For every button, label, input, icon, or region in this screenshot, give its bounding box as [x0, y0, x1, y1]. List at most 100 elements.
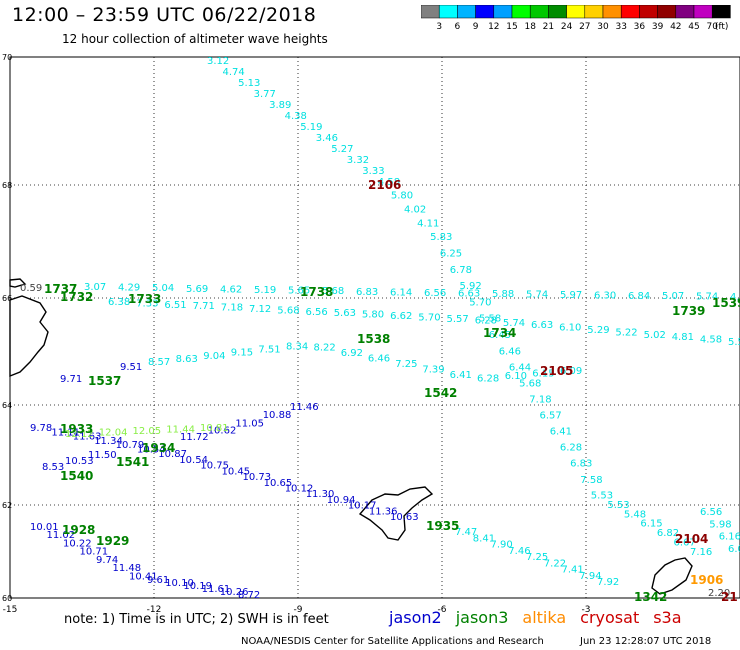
- swh-value-label: 6.82: [657, 528, 679, 539]
- swh-value-label: 11.05: [235, 418, 264, 429]
- swh-value-label: 12.05: [133, 426, 162, 437]
- swh-value-label: 11.48: [113, 563, 142, 574]
- swh-value-label: 5.07: [662, 291, 684, 302]
- scale-label: 12: [488, 22, 499, 32]
- swh-value-label: 5.13: [238, 78, 260, 89]
- scale-label: 30: [597, 22, 609, 32]
- swh-value-label: 6.46: [368, 354, 390, 365]
- swh-value-label: 8.63: [176, 354, 198, 365]
- swh-value-label: 4.02: [404, 205, 426, 216]
- y-tick-label: 68: [2, 181, 12, 190]
- swh-value-label: 3.33: [362, 166, 384, 177]
- swh-value-label: 10.62: [208, 425, 237, 436]
- swh-value-label: 7.18: [221, 303, 243, 314]
- swh-value-label: 6.84: [628, 291, 650, 302]
- swh-value-label: 6.46: [499, 346, 521, 357]
- scale-label: 45: [688, 22, 699, 32]
- swh-value-label: 11.50: [88, 450, 117, 461]
- swh-value-label: 10.19: [183, 581, 212, 592]
- y-tick-label: 64: [2, 401, 12, 410]
- swh-value-label: 6.16: [719, 532, 740, 543]
- swh-value-label: 0.59: [20, 283, 42, 294]
- swh-value-label: 5.53: [591, 491, 613, 502]
- swh-value-label: 9.74: [96, 555, 118, 566]
- x-tick-label: -12: [147, 605, 162, 615]
- swh-value-label: 6.78: [450, 265, 472, 276]
- swh-value-label: 6.28: [475, 315, 497, 326]
- swh-value-label: 6.25: [440, 249, 462, 260]
- x-tick-label: -3: [582, 605, 591, 615]
- swh-value-label: 6.28: [560, 443, 582, 454]
- swh-value-label: 6.14: [390, 287, 412, 298]
- swh-value-label: 5.92: [460, 281, 482, 292]
- swh-value-label: 7.33: [136, 298, 158, 309]
- swh-value-label: 12.12: [65, 429, 94, 440]
- swh-value-label: 6.44: [509, 362, 531, 373]
- x-tick-label: -6: [438, 605, 447, 615]
- swh-value-label: 10.71: [80, 547, 109, 558]
- swh-value-label: 10.54: [137, 444, 166, 455]
- swh-value-label: 7.12: [249, 304, 271, 315]
- swh-value-label: 10.53: [65, 456, 94, 467]
- swh-value-label: 9.04: [203, 351, 225, 362]
- map-note: note: 1) Time is in UTC; 2) SWH is in fe…: [64, 612, 329, 627]
- swh-value-label: 7.39: [422, 365, 444, 376]
- swh-value-label: 11.02: [47, 530, 76, 541]
- legend-item-cryosat: cryosat: [580, 608, 640, 627]
- pass-number-label: 1537: [88, 374, 121, 388]
- swh-value-label: 5.97: [560, 290, 582, 301]
- swh-value-label: 7.47: [455, 527, 477, 538]
- swh-value-label: 4.38: [285, 111, 307, 122]
- swh-value-label: 4.11: [417, 218, 439, 229]
- swh-value-label: 5.69: [186, 284, 208, 295]
- swh-value-label: 5.57: [728, 337, 740, 348]
- swh-value-label: 6.56: [424, 288, 446, 299]
- swh-value-label: 5.98: [709, 519, 731, 530]
- scale-label: 21: [543, 22, 554, 32]
- swh-value-label: 6.15: [532, 369, 554, 380]
- swh-value-label: 6.15: [640, 519, 662, 530]
- pass-number-label: 1929: [96, 534, 129, 548]
- swh-value-label: 6.57: [540, 411, 562, 422]
- legend-item-jason3: jason3: [455, 608, 509, 627]
- pass-number-label: 1928: [62, 523, 95, 537]
- swh-value-label: 3.12: [207, 56, 229, 67]
- swh-value-label: 6.92: [341, 348, 363, 359]
- swh-value-label: 5.88: [492, 289, 514, 300]
- swh-value-label: 10.79: [116, 440, 145, 451]
- swh-value-label: 6.04: [728, 544, 740, 555]
- swh-value-label: 8.57: [148, 357, 170, 368]
- swh-value-label: 6.28: [477, 373, 499, 384]
- swh-value-label: 7.25: [526, 552, 548, 563]
- legend-item-altika: altika: [522, 608, 567, 627]
- swh-value-label: 5.68: [322, 286, 344, 297]
- pass-number-label: 1906: [690, 573, 723, 587]
- swh-value-label: 9.61: [147, 575, 169, 586]
- swh-value-label: 11.11: [51, 427, 80, 438]
- pass-number-label: 1540: [60, 469, 93, 483]
- swh-value-label: 6.30: [594, 290, 616, 301]
- swh-value-label: 11.61: [202, 584, 231, 595]
- swh-value-label: 4.58: [378, 177, 400, 188]
- swh-value-label: 7.41: [562, 565, 584, 576]
- pass-number-label: 1539: [712, 296, 740, 310]
- swh-value-label: 10.88: [263, 410, 292, 421]
- swh-value-label: 5.27: [331, 144, 353, 155]
- pass-number-label: 1739: [672, 304, 705, 318]
- swh-value-label: 6.51: [164, 300, 186, 311]
- swh-value-label: 10.63: [390, 512, 419, 523]
- scale-label: 9: [473, 22, 479, 32]
- coastline: [9, 278, 27, 288]
- swh-value-label: 10.75: [200, 461, 229, 472]
- swh-value-label: 5.65: [288, 286, 310, 297]
- pass-number-label: 1734: [483, 326, 516, 340]
- swh-value-label: 6.63: [531, 320, 553, 331]
- swh-value-label: 6.41: [450, 370, 472, 381]
- scale-unit: (ft): [715, 22, 729, 32]
- swh-value-label: 10.12: [285, 484, 314, 495]
- pass-number-label: 1738: [300, 285, 333, 299]
- swh-value-label: 5.57: [447, 314, 469, 325]
- swh-value-label: 4.81: [672, 332, 694, 343]
- pass-number-label: 2105: [540, 364, 573, 378]
